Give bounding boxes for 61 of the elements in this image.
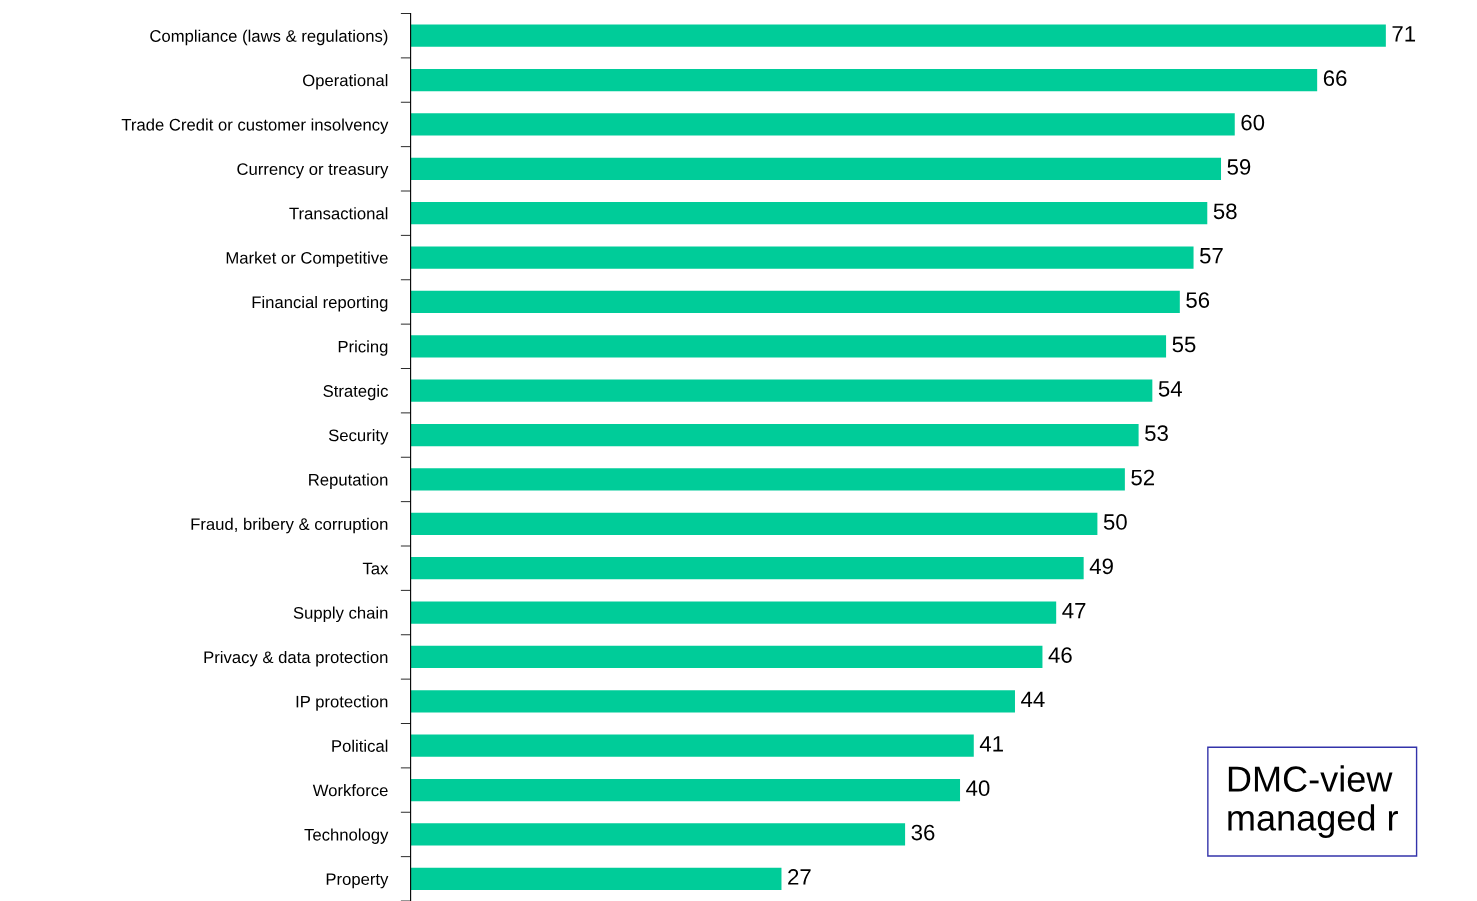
bar bbox=[410, 24, 1386, 47]
data-label: 50 bbox=[1103, 514, 1127, 530]
data-label: 60 bbox=[1241, 114, 1265, 131]
bar bbox=[410, 823, 906, 846]
bar bbox=[410, 645, 1043, 669]
data-label: 44 bbox=[1021, 691, 1045, 708]
data-label: 59 bbox=[1227, 159, 1251, 175]
y-tick-label: Transactional bbox=[289, 207, 388, 220]
y-tick-label: Compliance (laws & regulations) bbox=[150, 29, 388, 46]
bar bbox=[410, 778, 961, 802]
y-tick-label: Currency or treasury bbox=[237, 163, 389, 179]
data-label: 53 bbox=[1145, 425, 1168, 442]
y-tick-label: Strategic bbox=[323, 384, 388, 401]
bar bbox=[410, 512, 1098, 535]
data-label: 27 bbox=[788, 869, 811, 885]
bar bbox=[410, 202, 1208, 225]
bar bbox=[410, 246, 1194, 269]
y-tick-label: Pricing bbox=[338, 340, 388, 356]
y-tick-label: Privacy & data protection bbox=[204, 650, 388, 667]
data-label: 49 bbox=[1089, 558, 1113, 575]
bar bbox=[410, 290, 1180, 314]
data-label: 54 bbox=[1158, 381, 1182, 397]
bar bbox=[410, 734, 974, 757]
y-tick-label: Financial reporting bbox=[252, 295, 388, 312]
bar bbox=[410, 68, 1318, 92]
data-label: 56 bbox=[1186, 292, 1210, 308]
data-label: 57 bbox=[1199, 248, 1223, 264]
bar bbox=[410, 335, 1167, 358]
bar bbox=[410, 690, 1015, 713]
bar bbox=[410, 867, 782, 890]
y-tick-label: Reputation bbox=[309, 473, 388, 489]
y-tick-label: Trade Credit or customer insolvency bbox=[121, 118, 389, 134]
bar bbox=[410, 557, 1084, 580]
bar bbox=[410, 468, 1125, 491]
bar bbox=[410, 113, 1235, 136]
y-tick-label: Supply chain bbox=[293, 606, 388, 623]
y-tick-label: Property bbox=[326, 873, 389, 889]
y-tick-label: Tax bbox=[362, 562, 389, 575]
data-label: 41 bbox=[979, 736, 1003, 752]
data-label: 58 bbox=[1213, 203, 1237, 220]
data-label: 47 bbox=[1062, 603, 1086, 619]
data-label: 55 bbox=[1172, 336, 1196, 353]
y-tick-label: Technology bbox=[304, 828, 389, 844]
y-tick-label: IP protection bbox=[296, 695, 388, 711]
data-label: 52 bbox=[1131, 469, 1155, 486]
bar bbox=[410, 601, 1057, 624]
y-tick-label: Market or Competitive bbox=[226, 251, 388, 268]
annotation: DMC-view managed r bbox=[1228, 765, 1398, 838]
data-label: 36 bbox=[911, 824, 935, 841]
data-label: 66 bbox=[1323, 70, 1347, 87]
data-label: 46 bbox=[1048, 647, 1072, 663]
y-tick-label: Workforce bbox=[312, 784, 388, 797]
bar bbox=[410, 423, 1139, 447]
data-label: 40 bbox=[966, 780, 990, 797]
y-tick-label: Operational bbox=[303, 74, 388, 90]
y-tick-label: Political bbox=[332, 739, 388, 752]
bar bbox=[410, 157, 1222, 180]
data-label: 71 bbox=[1392, 26, 1416, 42]
y-tick-label: Security bbox=[328, 429, 389, 445]
y-tick-label: Fraud, bribery & corruption bbox=[191, 517, 388, 534]
bar bbox=[410, 379, 1153, 402]
